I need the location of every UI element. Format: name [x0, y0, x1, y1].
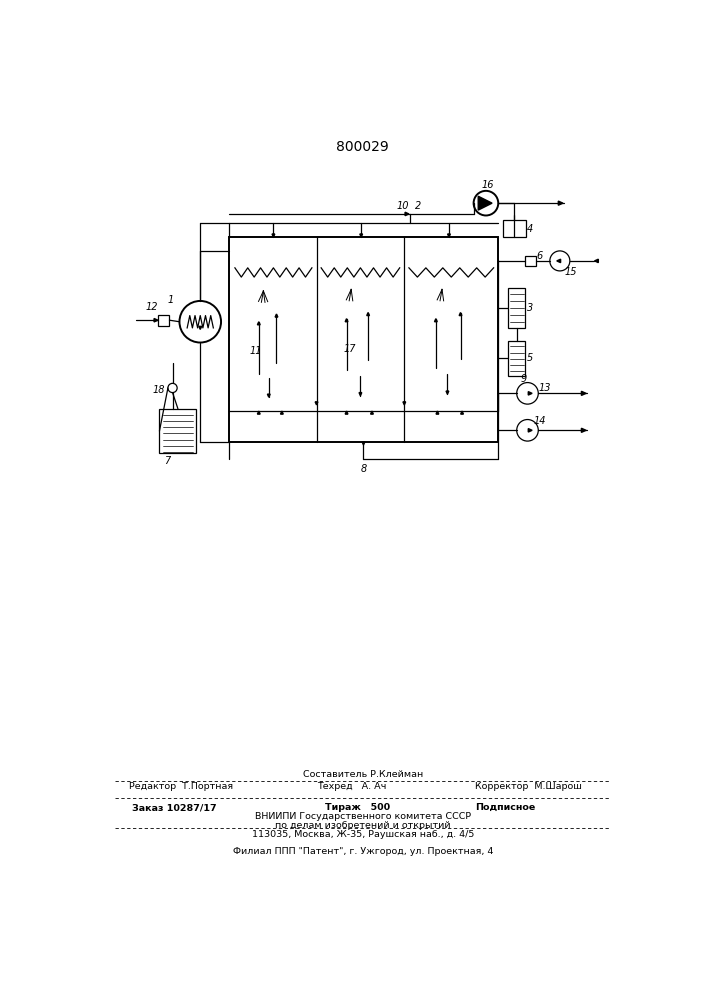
Circle shape	[168, 383, 177, 393]
Bar	[160, 409, 197, 453]
Bar	[158, 315, 170, 326]
Text: Заказ 10287/17: Заказ 10287/17	[132, 803, 217, 812]
Polygon shape	[272, 234, 275, 237]
Text: 2: 2	[415, 201, 421, 211]
Text: Филиал ППП "Патент", г. Ужгород, ул. Проектная, 4: Филиал ППП "Патент", г. Ужгород, ул. Про…	[233, 847, 493, 856]
Polygon shape	[362, 442, 365, 445]
Text: Редактор  Т.Портная: Редактор Т.Портная	[129, 782, 233, 791]
Text: Корректор  М.Шарош: Корректор М.Шарош	[475, 782, 582, 791]
Polygon shape	[267, 394, 270, 397]
Polygon shape	[581, 391, 586, 395]
Bar	[503, 220, 526, 237]
Polygon shape	[446, 391, 449, 394]
Text: 15: 15	[564, 267, 577, 277]
Bar	[508, 341, 525, 376]
Bar	[229, 237, 498, 442]
Circle shape	[474, 191, 498, 215]
Polygon shape	[315, 402, 318, 405]
Polygon shape	[370, 411, 373, 414]
Polygon shape	[359, 393, 362, 396]
Text: Составитель Р.Клейман: Составитель Р.Клейман	[303, 770, 423, 779]
Text: 5: 5	[527, 353, 533, 363]
Text: ВНИИПИ Государственного комитета СССР: ВНИИПИ Государственного комитета СССР	[255, 812, 471, 821]
Polygon shape	[595, 259, 598, 263]
Polygon shape	[581, 428, 586, 432]
Text: Техред   А. Ач: Техред А. Ач	[317, 782, 387, 791]
Text: 3: 3	[527, 303, 533, 313]
Text: по делам изобретений и открытий: по делам изобретений и открытий	[275, 821, 450, 830]
Text: Тираж   500: Тираж 500	[325, 803, 390, 812]
Bar	[508, 288, 525, 328]
Circle shape	[180, 301, 221, 343]
Text: 7: 7	[164, 456, 170, 466]
Polygon shape	[528, 429, 532, 432]
Polygon shape	[459, 312, 462, 316]
Text: 9: 9	[520, 374, 527, 384]
Polygon shape	[528, 392, 532, 395]
Polygon shape	[405, 212, 409, 216]
Text: 10: 10	[397, 201, 409, 211]
Text: 6: 6	[537, 251, 543, 261]
Polygon shape	[436, 411, 439, 414]
Polygon shape	[199, 326, 201, 329]
Polygon shape	[360, 234, 363, 237]
Text: 17: 17	[344, 344, 356, 354]
Polygon shape	[257, 322, 260, 325]
Text: Подписное: Подписное	[475, 803, 535, 812]
Bar	[525, 256, 536, 266]
Polygon shape	[345, 319, 348, 322]
Text: 16: 16	[481, 180, 493, 190]
Polygon shape	[559, 201, 563, 205]
Text: 11: 11	[250, 346, 262, 356]
Polygon shape	[275, 314, 278, 317]
Polygon shape	[257, 411, 260, 414]
Polygon shape	[367, 312, 370, 316]
Text: 12: 12	[146, 302, 158, 312]
Polygon shape	[557, 259, 561, 263]
Polygon shape	[403, 402, 406, 405]
Circle shape	[550, 251, 570, 271]
Polygon shape	[435, 319, 437, 322]
Polygon shape	[461, 411, 464, 414]
Text: 1: 1	[168, 295, 174, 305]
Text: 113035, Москва, Ж-35, Раушская наб., д. 4/5: 113035, Москва, Ж-35, Раушская наб., д. …	[252, 830, 474, 839]
Polygon shape	[345, 411, 348, 414]
Text: 800029: 800029	[337, 140, 389, 154]
Circle shape	[517, 420, 538, 441]
Polygon shape	[154, 318, 158, 322]
Text: 18: 18	[153, 385, 165, 395]
Circle shape	[517, 383, 538, 404]
Text: 13: 13	[538, 383, 551, 393]
Polygon shape	[448, 234, 450, 237]
Polygon shape	[478, 196, 492, 210]
Polygon shape	[281, 411, 284, 414]
Text: 4: 4	[527, 224, 533, 234]
Text: 8: 8	[361, 464, 367, 474]
Text: 14: 14	[534, 416, 546, 426]
